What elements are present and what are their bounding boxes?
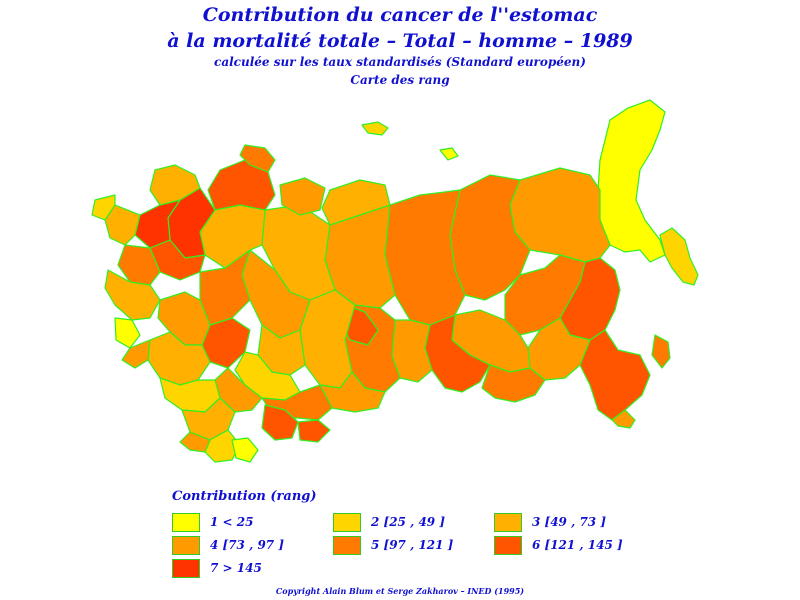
- map-region: [149, 239, 206, 281]
- map-region: [659, 227, 699, 286]
- map-region: [261, 404, 299, 441]
- legend-label: 5 [97 , 121 ]: [371, 538, 454, 552]
- map-region: [481, 364, 546, 403]
- map-region: [651, 334, 671, 369]
- map-region: [147, 331, 211, 386]
- legend-title: Contribution (rang): [172, 489, 317, 504]
- legend-swatch: [494, 513, 522, 532]
- map-region: [319, 371, 386, 413]
- map-type-label: Carte des rang: [350, 73, 450, 87]
- map-region: [149, 164, 201, 206]
- map-region: [439, 147, 459, 161]
- map-region: [91, 194, 116, 221]
- legend-label: 3 [49 , 73 ]: [532, 515, 606, 529]
- legend-label: 7 > 145: [210, 561, 262, 575]
- map-region: [321, 179, 391, 226]
- legend-label: 2 [25 , 49 ]: [371, 515, 445, 529]
- map-title-line2: à la mortalité totale – Total – homme – …: [167, 30, 633, 52]
- legend-label: 4 [73 , 97 ]: [210, 538, 284, 552]
- map-region: [579, 329, 651, 421]
- legend-swatch: [172, 513, 200, 532]
- legend-swatch: [333, 513, 361, 532]
- map-region: [384, 189, 466, 326]
- map-region: [121, 339, 151, 369]
- map-region: [597, 99, 666, 263]
- map-region: [611, 409, 636, 429]
- map-region: [179, 431, 211, 453]
- legend-label: 6 [121 , 145 ]: [532, 538, 623, 552]
- map-region: [361, 121, 389, 136]
- map-region: [231, 437, 259, 463]
- copyright-text: Copyright Alain Blum et Serge Zakharov –…: [275, 586, 525, 596]
- map-region: [504, 254, 586, 336]
- map-region: [104, 269, 161, 321]
- map-region: [297, 419, 331, 443]
- legend-swatch: [172, 536, 200, 555]
- map-region: [239, 144, 276, 173]
- map-region: [114, 317, 141, 349]
- map-title-line1: Contribution du cancer de l''estomac: [202, 4, 598, 26]
- choropleth-map: [91, 99, 699, 463]
- legend-label: 1 < 25: [210, 515, 254, 529]
- legend-swatch: [494, 536, 522, 555]
- map-subtitle: calculée sur les taux standardisés (Stan…: [214, 55, 586, 69]
- map-region: [279, 177, 326, 216]
- legend-swatch: [172, 559, 200, 578]
- legend-swatch: [333, 536, 361, 555]
